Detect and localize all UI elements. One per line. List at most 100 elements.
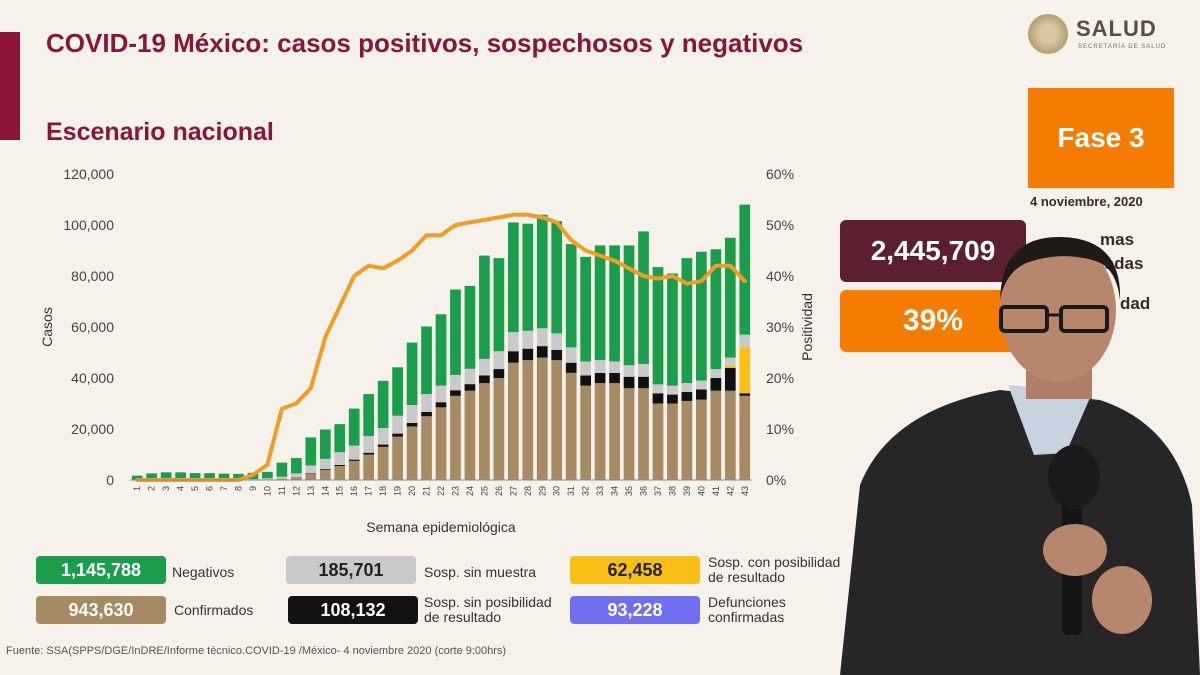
x-tick-label: 21 — [422, 486, 432, 496]
x-tick-label: 10 — [262, 486, 272, 496]
kpi-total-label-1: mas — [1100, 230, 1135, 249]
bar-segment — [696, 251, 707, 381]
bar-segment — [363, 452, 375, 455]
x-tick-label: 25 — [479, 486, 489, 496]
bar-segment — [464, 390, 476, 480]
legend-label: Sosp. sin muestra — [424, 564, 537, 580]
bar-segment — [377, 446, 389, 480]
x-tick-label: 19 — [393, 486, 403, 496]
bar-segment — [739, 334, 751, 348]
bar-segment — [377, 380, 389, 428]
bar-segment — [536, 357, 548, 480]
bar-segment — [479, 358, 490, 376]
legend-label: Negativos — [172, 564, 235, 580]
bar-segment — [305, 473, 317, 474]
kpi-positivity-label: dad — [1120, 294, 1151, 313]
bar-segment — [218, 473, 230, 479]
bar-segment — [319, 458, 331, 470]
bar-segment — [609, 361, 620, 373]
bar-segment — [146, 473, 158, 480]
bar-segment — [724, 357, 736, 366]
x-tick-label: 30 — [552, 486, 562, 496]
x-tick-label: 15 — [335, 486, 345, 496]
bar-segment — [724, 390, 736, 480]
bar-segment — [377, 444, 389, 447]
bar-segment — [464, 384, 476, 391]
x-tick-label: 4 — [176, 486, 186, 491]
bar-segment — [522, 223, 534, 331]
bar-segment — [363, 436, 375, 453]
bar-segment — [652, 403, 664, 480]
bar-segment — [638, 231, 649, 364]
bar-segment — [638, 376, 649, 389]
bar-segment — [739, 395, 751, 480]
y2-tick-label: 60% — [766, 166, 794, 182]
bar-segment — [334, 465, 346, 480]
y-tick-label: 0 — [106, 472, 114, 488]
bar-segment — [262, 478, 273, 480]
bar-segment — [696, 380, 707, 390]
bar-segment — [363, 394, 375, 437]
bar-segment — [319, 469, 331, 470]
bar-segment — [739, 393, 751, 396]
bar-segment — [594, 383, 606, 480]
logo-subtitle: SECRETARÍA DE SALUD — [1078, 44, 1167, 50]
y-tick-label: 120,000 — [63, 166, 114, 182]
legend-label: Sosp. con posibilidad de resultado — [708, 554, 841, 585]
x-tick-label: 7 — [219, 486, 229, 491]
bar-segment — [580, 375, 592, 386]
x-tick-label: 5 — [190, 486, 200, 491]
seal-icon — [1028, 14, 1068, 54]
bar-segment — [652, 384, 664, 394]
bar-segment — [276, 462, 288, 477]
bar-segment — [724, 367, 736, 391]
x-tick-label: 23 — [450, 486, 460, 496]
x-tick-label: 41 — [711, 486, 721, 496]
bar-segment — [696, 399, 707, 480]
bar-segment — [551, 333, 563, 350]
bar-segment — [406, 426, 418, 480]
bar-segment — [681, 258, 693, 384]
bar-segment — [580, 385, 592, 480]
x-tick-label: 42 — [725, 486, 735, 496]
bar-segment — [464, 285, 476, 369]
legend-value-box: 943,630 — [36, 596, 166, 624]
bar-segment — [724, 237, 736, 358]
bar-segment — [305, 473, 317, 480]
bar-segment — [319, 469, 331, 480]
bar-segment — [609, 245, 620, 362]
page-title: COVID-19 México: casos positivos, sospec… — [46, 28, 804, 58]
y-tick-label: 80,000 — [71, 268, 114, 284]
bar-segment — [348, 445, 360, 460]
bar-segment — [536, 328, 548, 347]
bar-segment — [710, 249, 722, 370]
bar-segment — [377, 427, 389, 445]
x-tick-label: 35 — [624, 486, 634, 496]
y2-tick-label: 20% — [766, 370, 794, 386]
x-tick-label: 39 — [682, 486, 692, 496]
bar-segment — [363, 454, 375, 480]
y-tick-label: 40,000 — [71, 370, 114, 386]
bar-segment — [204, 473, 215, 479]
logo-name: SALUD — [1076, 16, 1157, 41]
y2-tick-label: 0% — [766, 472, 786, 488]
bar-segment — [175, 472, 186, 479]
bar-segment — [623, 245, 635, 366]
bar-segment — [710, 378, 722, 391]
bar-segment — [450, 289, 461, 375]
x-tick-label: 37 — [653, 486, 663, 496]
bar-segment — [319, 429, 331, 459]
x-tick-label: 28 — [523, 486, 533, 496]
x-tick-label: 18 — [378, 486, 388, 496]
bar-segment — [233, 473, 244, 479]
x-tick-label: 31 — [566, 486, 576, 496]
bar-segment — [276, 478, 288, 480]
bar-segment — [609, 383, 620, 480]
x-tick-label: 34 — [610, 486, 620, 496]
bar-segment — [406, 422, 418, 427]
bar-segment — [131, 475, 143, 480]
bar-segment — [276, 476, 288, 479]
bar-segment — [392, 415, 403, 434]
bar-segment — [594, 245, 606, 361]
bar-segment — [652, 267, 664, 385]
